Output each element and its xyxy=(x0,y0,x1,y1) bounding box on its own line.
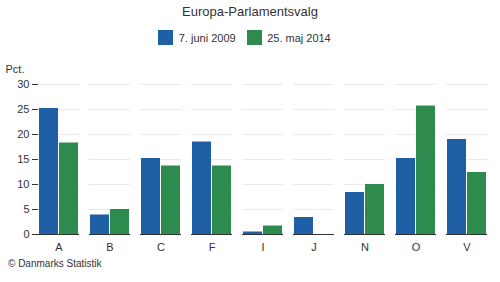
svg-text:25: 25 xyxy=(17,103,29,115)
svg-text:I: I xyxy=(261,241,264,253)
svg-text:V: V xyxy=(463,241,471,253)
html-text:7. juni 2009: 7. juni 2009 xyxy=(178,31,236,44)
svg-text:J: J xyxy=(311,241,317,253)
svg-text:C: C xyxy=(157,241,165,253)
svg-text:20: 20 xyxy=(17,128,29,140)
svg-text:F: F xyxy=(209,241,216,253)
svg-text:15: 15 xyxy=(17,153,29,165)
svg-text:5: 5 xyxy=(23,203,29,215)
svg-text:A: A xyxy=(55,241,63,253)
svg-text:B: B xyxy=(106,241,113,253)
svg-text:10: 10 xyxy=(17,178,29,190)
svg-text:30: 30 xyxy=(17,78,29,90)
html-text:25. maj 2014: 25. maj 2014 xyxy=(267,31,331,44)
html-text:© Danmarks Statistik: © Danmarks Statistik xyxy=(8,257,102,269)
svg-text:O: O xyxy=(412,241,421,253)
svg-text:N: N xyxy=(361,241,369,253)
svg-text:0: 0 xyxy=(23,228,29,240)
html-text:Europa-Parlamentsvalg: Europa-Parlamentsvalg xyxy=(182,4,318,19)
svg-text:Pct.: Pct. xyxy=(6,63,25,75)
